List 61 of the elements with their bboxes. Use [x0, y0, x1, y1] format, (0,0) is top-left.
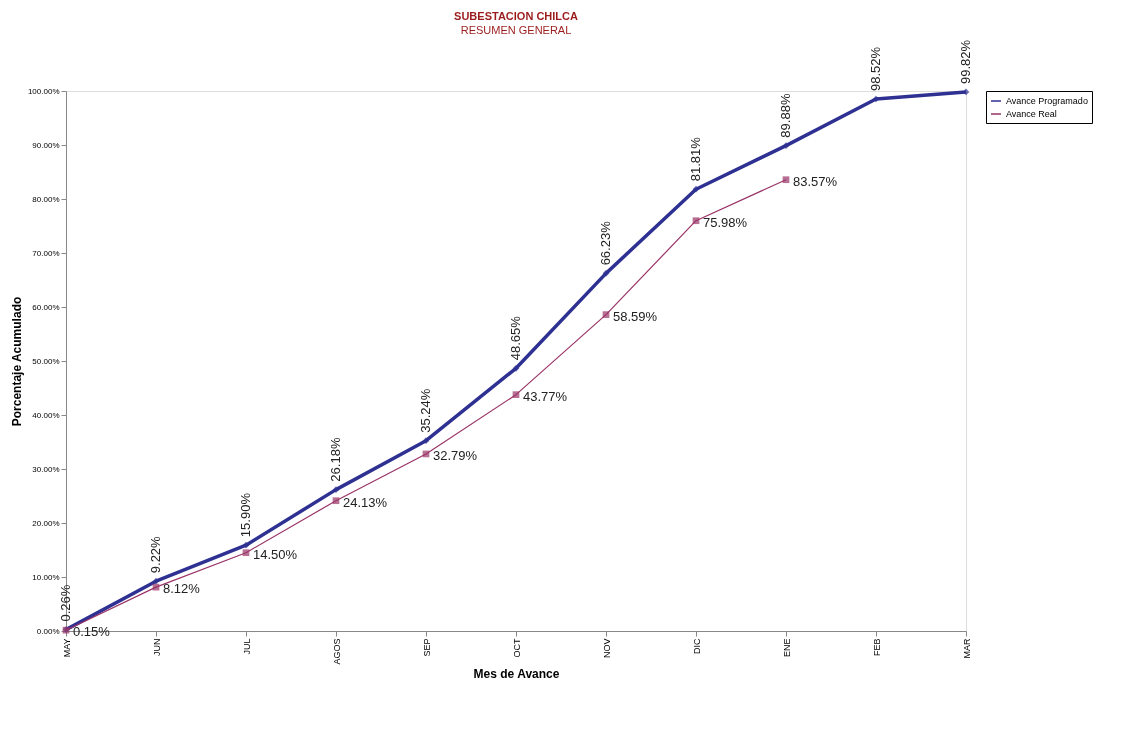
point — [152, 583, 160, 591]
data-label: 0.26% — [58, 584, 73, 622]
y-tick-label: 10.00% — [32, 572, 60, 582]
y-tick-label: 0.00% — [36, 626, 60, 636]
x-axis-title: Mes de Avance — [473, 666, 560, 681]
point — [602, 311, 610, 318]
x-tick-label: ENE — [781, 638, 792, 658]
point — [692, 217, 700, 225]
y-tick-label: 60.00% — [32, 302, 60, 312]
data-label: 66.23% — [598, 220, 613, 266]
y-tick-label: 70.00% — [32, 248, 60, 258]
data-label: 48.65% — [508, 315, 523, 361]
x-tick-label: NOV — [601, 638, 612, 659]
data-label: 83.57% — [793, 173, 838, 189]
legend-label: Avance Programado — [1006, 96, 1088, 106]
data-label: 26.18% — [328, 437, 343, 482]
data-label: 35.24% — [418, 388, 433, 433]
data-label: 81.81% — [688, 136, 703, 182]
data-label: 14.50% — [253, 546, 298, 562]
data-label: 98.52% — [868, 46, 883, 91]
x-tick-label: DIC — [691, 638, 702, 654]
point — [332, 497, 340, 505]
chart-title: SUBESTACION CHILCA — [454, 9, 578, 22]
data-label: 0.15% — [73, 624, 111, 640]
data-label: 99.82% — [958, 39, 973, 84]
point — [782, 176, 790, 184]
data-label: 8.12% — [163, 581, 201, 597]
point — [602, 270, 610, 277]
x-tick-label: MAR — [961, 638, 972, 659]
y-axis-title: Porcentaje Acumulado — [9, 296, 24, 427]
chart-subtitle: RESUMEN GENERAL — [460, 23, 572, 36]
data-label: 58.59% — [613, 308, 658, 324]
data-label: 15.90% — [238, 492, 253, 538]
y-tick-label: 100.00% — [27, 86, 60, 96]
x-tick-label: JUL — [241, 638, 252, 655]
x-tick-label: OCT — [511, 638, 522, 658]
point — [242, 541, 250, 549]
data-label: 24.13% — [343, 494, 388, 510]
point — [512, 391, 520, 398]
point — [152, 577, 160, 585]
point — [692, 185, 700, 193]
point — [242, 549, 250, 557]
point — [422, 437, 430, 445]
data-label: 75.98% — [703, 214, 748, 230]
point — [512, 364, 520, 372]
y-tick-label: 20.00% — [32, 518, 60, 528]
data-label: 43.77% — [523, 388, 568, 404]
legend-label: Avance Real — [1006, 109, 1057, 119]
data-label: 32.79% — [433, 447, 478, 463]
y-tick-label: 50.00% — [32, 356, 60, 366]
x-tick-label: MAY — [61, 638, 72, 658]
x-tick-label: AGOS — [331, 638, 342, 665]
x-tick-label: FEB — [871, 638, 882, 657]
y-tick-label: 80.00% — [32, 194, 60, 204]
y-tick-label: 40.00% — [32, 410, 60, 420]
x-tick-label: JUN — [151, 638, 162, 656]
y-tick-label: 30.00% — [32, 464, 60, 474]
y-tick-label: 90.00% — [32, 140, 60, 150]
data-label: 9.22% — [148, 535, 163, 574]
x-tick-label: SEP — [421, 638, 432, 657]
data-label: 89.88% — [778, 93, 793, 138]
